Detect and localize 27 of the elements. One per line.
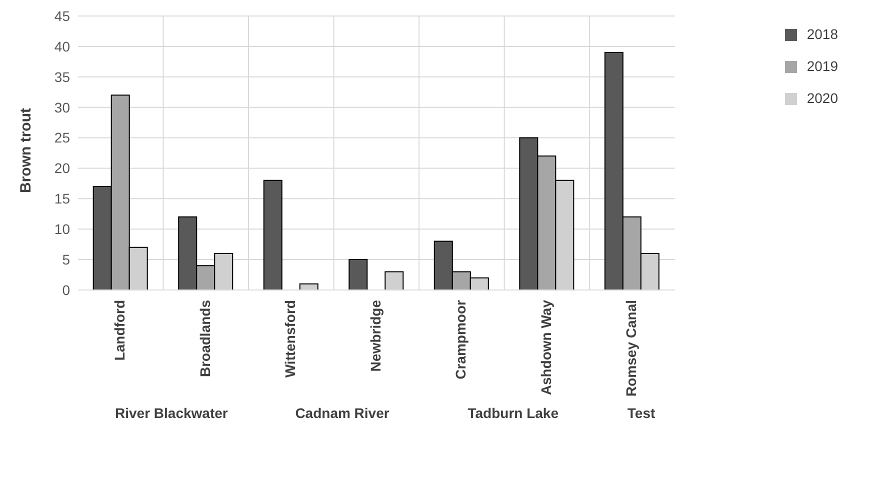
x-tick-label: Romsey Canal [623, 300, 640, 396]
x-tick-label: Wittensford [282, 300, 298, 378]
x-tick-label: Landford [112, 300, 128, 361]
text: Cadnam River [295, 405, 390, 421]
text: Test [627, 405, 656, 421]
bar [263, 180, 282, 290]
x-tick-label: Ashdown Way [538, 300, 554, 396]
y-tick-label: 20 [54, 160, 70, 176]
y-tick-label: 30 [54, 99, 70, 116]
legend-label: 2018 [806, 26, 838, 42]
text: Tadburn Lake [468, 405, 558, 421]
legend-label: 2020 [806, 90, 838, 106]
y-tick-label: 0 [62, 282, 70, 298]
y-axis-title: Brown trout [17, 108, 34, 193]
x-tick-label: Crampmoor [452, 299, 469, 380]
y-tick-label: 5 [62, 252, 70, 268]
y-tick-label: 35 [54, 68, 70, 85]
y-tick-label: 10 [54, 221, 70, 238]
text: River Blackwater [115, 405, 228, 421]
x-tick-label: Broadlands [196, 300, 213, 378]
y-tick-label: 15 [54, 190, 70, 207]
y-tick-label: 40 [54, 38, 70, 54]
bar [348, 259, 368, 290]
x-tick-label: Newbridge [367, 300, 384, 372]
y-tick-label: 25 [54, 130, 70, 146]
y-tick-label: 45 [54, 8, 70, 24]
legend-label: 2019 [806, 58, 838, 74]
